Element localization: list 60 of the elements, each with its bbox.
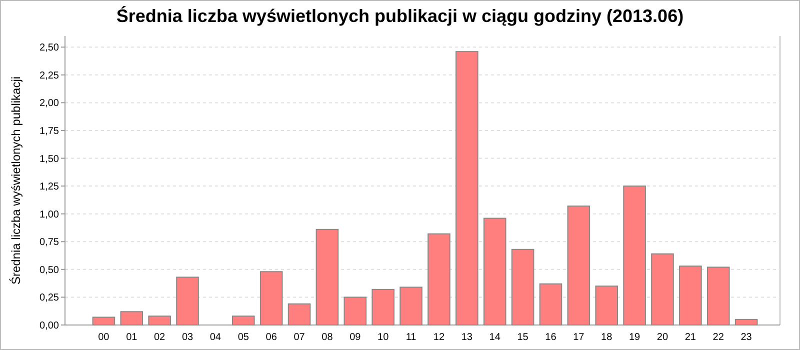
bar xyxy=(176,276,199,326)
bar xyxy=(651,253,674,326)
y-tick-label: 0,50 xyxy=(40,264,60,276)
bar xyxy=(511,248,534,326)
x-tick-label: 12 xyxy=(433,332,445,343)
y-tick-label: 2,25 xyxy=(40,70,60,82)
x-tick-label: 20 xyxy=(656,332,668,343)
x-tick-label: 07 xyxy=(294,332,306,343)
x-tick-label: 03 xyxy=(182,332,194,343)
y-tick-label: 2,00 xyxy=(40,98,60,110)
x-tick-label: 18 xyxy=(601,332,613,343)
x-tick-label: 05 xyxy=(238,332,250,343)
bar xyxy=(623,186,646,326)
x-tick-label: 01 xyxy=(126,332,138,343)
x-tick-label: 22 xyxy=(712,332,724,343)
bar xyxy=(706,266,730,326)
chart-title: Średnia liczba wyświetlonych publikacji w ciągu godziny (2013.06) xyxy=(116,6,684,26)
x-tick-label: 11 xyxy=(406,332,417,343)
y-axis-title: Średnia liczba wyświetlonych publikacji xyxy=(9,76,23,285)
bar xyxy=(400,286,422,326)
y-tick-label: 0,25 xyxy=(40,292,60,304)
x-tick-label: 06 xyxy=(266,332,278,343)
x-tick-label: 17 xyxy=(573,332,585,343)
y-tick-label: 1,00 xyxy=(40,209,60,220)
bar xyxy=(539,283,562,326)
x-tick-label: 09 xyxy=(350,332,362,343)
bar xyxy=(92,316,116,326)
y-tick-label: 0,00 xyxy=(40,320,60,332)
x-tick-label: 16 xyxy=(545,332,557,343)
x-tick-label: 15 xyxy=(517,332,529,343)
bar xyxy=(148,316,171,326)
x-tick-label: 00 xyxy=(98,332,110,343)
bar xyxy=(595,286,618,326)
y-tick-label: 0,75 xyxy=(40,237,60,248)
x-tick-label: 04 xyxy=(210,332,222,343)
bar xyxy=(260,271,283,326)
bar xyxy=(316,228,339,326)
bar xyxy=(372,288,394,326)
y-tick-label: 2,50 xyxy=(40,42,60,54)
y-tick-label: 1,25 xyxy=(40,182,60,193)
x-tick-label: 08 xyxy=(322,332,334,343)
bar xyxy=(288,303,311,326)
bar xyxy=(232,316,255,326)
x-tick-label: 02 xyxy=(154,332,166,343)
bar xyxy=(567,206,590,326)
bar xyxy=(344,296,367,326)
bar xyxy=(734,318,758,326)
x-tick-label: 14 xyxy=(489,332,501,343)
x-tick-label: 21 xyxy=(684,332,696,343)
x-tick-label: 23 xyxy=(740,332,752,343)
y-tick-label: 1,75 xyxy=(40,126,60,137)
x-tick-label: 13 xyxy=(461,332,473,343)
bar xyxy=(679,266,702,326)
y-tick-label: 1,50 xyxy=(40,154,60,165)
bar xyxy=(456,51,478,326)
x-tick-label: 19 xyxy=(628,332,641,343)
bar xyxy=(428,233,450,326)
x-tick-label: 10 xyxy=(378,332,390,343)
bar xyxy=(120,311,144,326)
bar xyxy=(483,218,506,326)
